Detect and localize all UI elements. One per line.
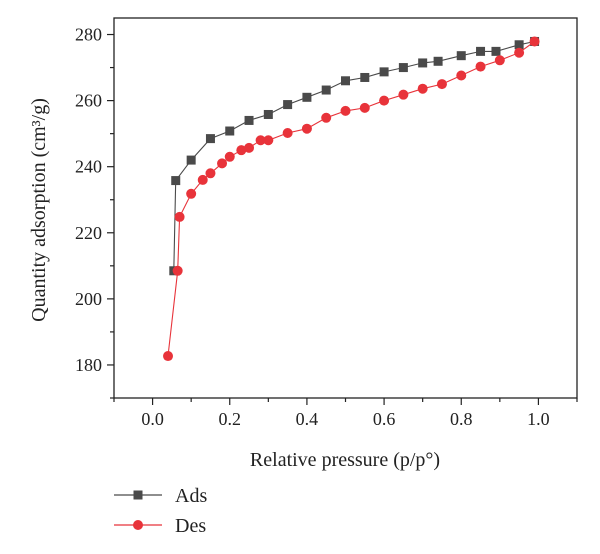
point-ads (476, 46, 486, 56)
legend-label-des: Des (175, 515, 206, 537)
point-des (417, 83, 428, 94)
legend-marker-ads (133, 490, 143, 500)
point-des (321, 112, 332, 123)
point-ads (171, 176, 181, 186)
point-ads (379, 67, 389, 77)
legend-label-ads: Ads (175, 485, 207, 507)
point-des (456, 70, 467, 81)
point-ads (456, 51, 466, 61)
point-ads (398, 63, 408, 73)
y-tick-label: 280 (75, 25, 102, 45)
point-des (514, 47, 525, 58)
point-des (255, 135, 266, 146)
x-tick-label: 1.0 (527, 409, 550, 429)
point-ads (263, 109, 273, 119)
point-ads (360, 72, 370, 82)
x-tick-label: 0.6 (373, 409, 396, 429)
x-tick-label: 0.2 (219, 409, 242, 429)
point-ads (341, 76, 350, 86)
point-ads (283, 100, 293, 110)
point-des (236, 145, 247, 156)
point-des (301, 123, 312, 134)
x-tick-label: 0.8 (450, 409, 473, 429)
legend-item-ads: Ads (114, 485, 207, 507)
y-tick-label: 260 (75, 91, 102, 111)
plot-frame (113, 17, 578, 399)
point-des (217, 158, 228, 169)
series-layer (163, 36, 540, 362)
point-des (398, 89, 409, 100)
point-ads (225, 126, 235, 136)
point-ads (433, 56, 443, 66)
point-des (172, 265, 183, 276)
axes: 0.0 0.2 0.4 0.6 0.8 1.0 180 200 220 240 260 280 (75, 17, 578, 429)
point-des (263, 135, 274, 146)
point-des (174, 211, 185, 222)
point-des (197, 174, 208, 185)
x-tick-label: 0.0 (141, 409, 164, 429)
y-tick-label: 240 (75, 157, 102, 177)
point-ads (205, 134, 215, 144)
point-des (186, 188, 197, 199)
point-des (475, 61, 486, 72)
point-des (529, 36, 540, 47)
series-line-des (167, 41, 535, 357)
x-tick-label: 0.4 (296, 409, 319, 429)
point-ads (514, 40, 524, 50)
legend-item-des: Des (114, 515, 206, 537)
legend: Ads Des (114, 485, 207, 537)
point-des (163, 351, 174, 362)
point-ads (321, 85, 331, 95)
x-axis-title: Relative pressure (p/p°) (250, 449, 440, 471)
point-des (244, 142, 255, 153)
point-des (359, 102, 370, 113)
y-tick-label: 220 (75, 223, 102, 243)
point-ads (491, 46, 501, 56)
y-axis-title: Quantity adsorption (cm³/g) (28, 98, 50, 322)
y-tick-label: 200 (75, 289, 102, 309)
series-ads (169, 36, 540, 276)
series-des (163, 36, 540, 362)
legend-marker-des (133, 520, 143, 530)
point-ads (302, 92, 312, 102)
point-des (494, 55, 505, 66)
point-ads (244, 115, 254, 125)
point-des (379, 95, 390, 106)
point-des (340, 105, 351, 116)
y-tick-label: 180 (75, 355, 102, 375)
point-des (224, 151, 235, 162)
point-ads (418, 58, 428, 68)
point-ads (186, 155, 196, 165)
point-des (282, 127, 293, 138)
point-des (205, 168, 216, 179)
point-des (436, 79, 447, 90)
